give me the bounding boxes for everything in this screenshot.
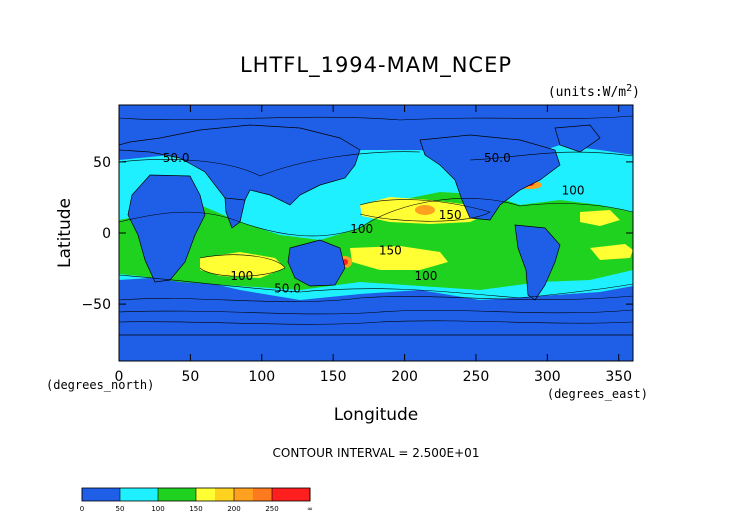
colorbar-swatch (139, 488, 159, 501)
colorbar-swatch (158, 488, 178, 501)
yellow-patch-indian (200, 252, 285, 278)
contour-line (119, 295, 633, 302)
contour-line (119, 151, 421, 177)
contour-label: 100 (415, 269, 438, 283)
x-axis-label: Longitude (334, 405, 419, 425)
colorbar-swatch (196, 488, 216, 501)
colorbar-swatch (82, 488, 102, 501)
land-australia (287, 239, 346, 287)
colorbar-label: ∞ (307, 505, 313, 513)
x-axis-ticks: 0 50 100 150 200 250 300 350 (115, 105, 632, 385)
x-tick-label: 250 (463, 369, 490, 385)
chart-title: LHTFL_1994-MAM_NCEP (240, 53, 512, 78)
land-greenland (554, 124, 601, 153)
x-tick-label: 300 (534, 369, 561, 385)
contour-line (199, 254, 286, 277)
colorbar-label: 100 (151, 505, 164, 513)
contour-label: 100 (230, 269, 253, 283)
y-unit-note: (degrees_north) (46, 378, 154, 392)
colorbar-label: 150 (189, 505, 202, 513)
contour-lines (119, 115, 633, 325)
x-tick-label: 350 (605, 369, 632, 385)
contour-label: 50.0 (163, 151, 190, 165)
colorbar: 0 50 100 150 200 250 ∞ (80, 487, 313, 513)
colorbar-swatch (272, 488, 292, 501)
land-india (224, 197, 246, 229)
colorbar-swatch (253, 488, 273, 501)
colorbar-swatch (101, 488, 121, 501)
yellow-patch-atl (580, 210, 620, 226)
contour-label: 100 (562, 184, 585, 198)
x-tick-label: 100 (248, 369, 275, 385)
contour-label: 150 (439, 208, 462, 222)
orange-spot-kuroshio (415, 205, 435, 215)
x-tick-label: 50 (181, 369, 199, 385)
contour-label: 50.0 (274, 282, 301, 296)
x-tick-label: 200 (391, 369, 418, 385)
colorbar-label: 200 (227, 505, 240, 513)
land-south-america (514, 224, 561, 301)
yellow-patch-satl (590, 244, 633, 260)
y-tick-label: 50 (93, 155, 111, 171)
contour-label: 150 (379, 243, 402, 257)
colorbar-swatch (234, 488, 254, 501)
y-tick-label: 0 (102, 226, 111, 242)
land-eurasia (119, 124, 361, 211)
contour-line (119, 198, 633, 237)
contour-label: 100 (350, 222, 373, 236)
contour-label: 50.0 (484, 151, 511, 165)
contour-interval-text: CONTOUR INTERVAL = 2.500E+01 (273, 446, 480, 460)
land-north-america (419, 134, 561, 221)
colorbar-label: 50 (116, 505, 125, 513)
colorbar-swatch (120, 488, 140, 501)
x-unit-note: (degrees_east) (547, 387, 648, 401)
contour-line (119, 309, 633, 315)
colorbar-label: 250 (265, 505, 278, 513)
colorbar-swatch (215, 488, 235, 501)
contour-line (469, 151, 633, 161)
colorbar-label: 0 (80, 505, 84, 513)
colorbar-swatch (177, 488, 197, 501)
heatmap-field (119, 115, 633, 361)
x-tick-label: 0 (115, 369, 124, 385)
contour-line (119, 115, 633, 121)
colorbar-swatch (291, 488, 311, 501)
y-axis-label: Latitude (55, 198, 75, 268)
land-masses (119, 124, 633, 361)
contour-labels: 50.0 50.0 100 150 100 150 100 50.0 100 (163, 151, 585, 296)
land-antarctica (119, 334, 633, 361)
contour-line (359, 199, 491, 222)
yellow-patch-spac (350, 246, 448, 270)
x-tick-label: 150 (320, 369, 347, 385)
contour-line (119, 274, 633, 299)
contour-line (119, 320, 633, 325)
y-axis-ticks: −50 0 50 (81, 155, 633, 313)
units-note: (units:W/m2) (548, 83, 640, 100)
y-tick-label: −50 (81, 297, 111, 313)
